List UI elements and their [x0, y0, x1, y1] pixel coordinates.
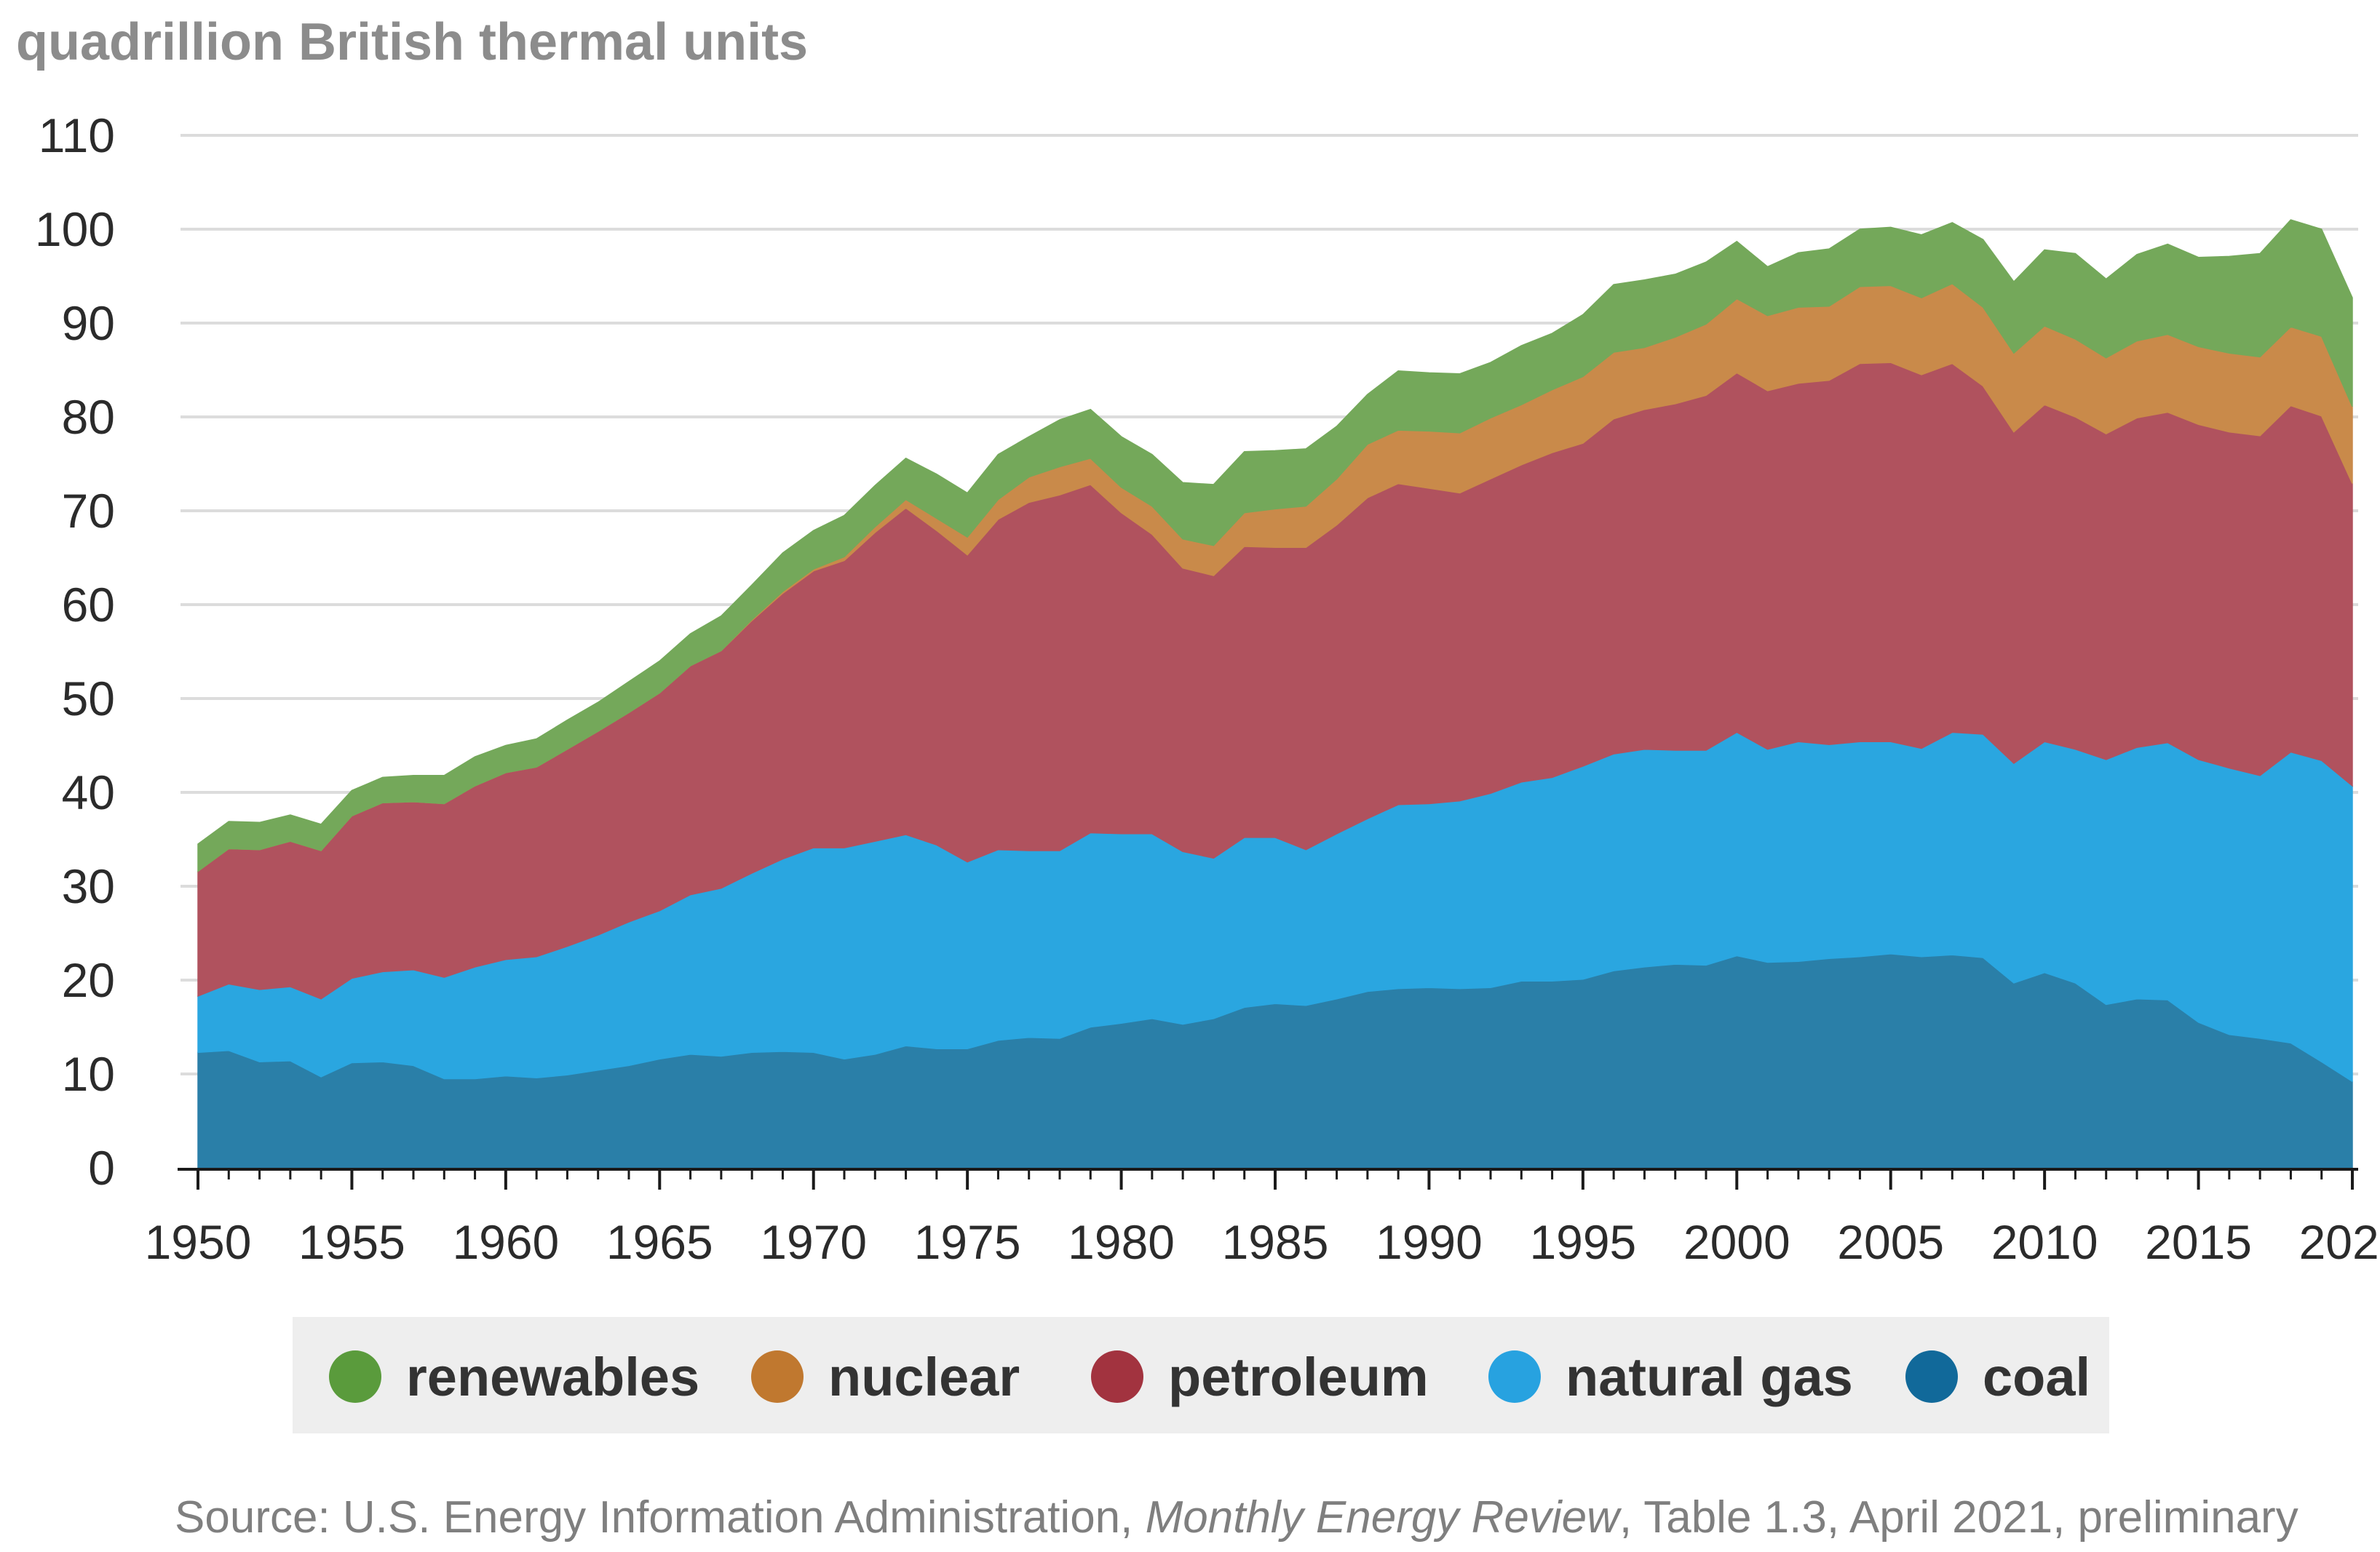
x-tick-label-1950: 1950 — [145, 1215, 252, 1269]
area-renewables — [197, 219, 2353, 872]
x-tick-label-2000: 2000 — [1683, 1215, 1790, 1269]
x-tick-label-1980: 1980 — [1068, 1215, 1175, 1269]
y-tick-label-100: 100 — [35, 202, 115, 256]
source-suffix: , Table 1.3, April 2021, preliminary — [1619, 1492, 2298, 1543]
axes: 0 10 20 30 40 50 60 70 80 90 100 110 1950 1955 1960 196… — [35, 108, 2380, 1269]
y-tick-label-90: 90 — [62, 296, 115, 350]
x-tick-label-2020: 2020 — [2299, 1215, 2380, 1269]
y-tick-label-70: 70 — [62, 484, 115, 538]
legend-swatch-renewables — [329, 1350, 381, 1403]
x-tick-label-1955: 1955 — [298, 1215, 405, 1269]
x-tick-label-1975: 1975 — [914, 1215, 1021, 1269]
source-publication: Monthly Energy Review — [1146, 1492, 1622, 1543]
x-tick-label-1960: 1960 — [452, 1215, 559, 1269]
x-tick-label-1990: 1990 — [1376, 1215, 1483, 1269]
y-tick-label-30: 30 — [62, 859, 115, 913]
x-tick-label-1995: 1995 — [1529, 1215, 1636, 1269]
y-tick-label-80: 80 — [62, 390, 115, 444]
legend-label-petroleum: petroleum — [1168, 1347, 1429, 1407]
stacked-areas — [197, 219, 2353, 1169]
y-tick-label-10: 10 — [62, 1047, 115, 1101]
legend-swatch-nuclear — [751, 1350, 804, 1403]
x-tick-label-1965: 1965 — [606, 1215, 713, 1269]
unit-label: quadrillion British thermal units — [16, 13, 808, 71]
x-tick-label-2010: 2010 — [1991, 1215, 2098, 1269]
legend-label-coal: coal — [1983, 1347, 2090, 1407]
legend-box — [293, 1317, 2109, 1433]
source-note: Source: U.S. Energy Information Administ… — [175, 1492, 2298, 1543]
y-tick-label-60: 60 — [62, 578, 115, 632]
y-tick-label-40: 40 — [62, 765, 115, 819]
legend-swatch-coal — [1905, 1350, 1958, 1403]
legend: renewables nuclear petroleum natural gas coa… — [293, 1317, 2109, 1433]
y-tick-label-50: 50 — [62, 672, 115, 725]
y-tick-label-0: 0 — [88, 1141, 115, 1195]
x-tick-label-2005: 2005 — [1837, 1215, 1944, 1269]
x-tick-label-1985: 1985 — [1222, 1215, 1329, 1269]
source-prefix: Source: U.S. Energy Information Administ… — [175, 1492, 1146, 1543]
y-tick-label-110: 110 — [39, 108, 115, 162]
x-tick-label-2015: 2015 — [2145, 1215, 2252, 1269]
legend-swatch-natural-gas — [1488, 1350, 1541, 1403]
legend-label-natural-gas: natural gas — [1566, 1347, 1853, 1407]
legend-swatch-petroleum — [1091, 1350, 1143, 1403]
y-tick-label-20: 20 — [62, 953, 115, 1007]
legend-label-nuclear: nuclear — [828, 1347, 1020, 1407]
legend-label-renewables: renewables — [406, 1347, 699, 1407]
x-tick-label-1970: 1970 — [760, 1215, 867, 1269]
